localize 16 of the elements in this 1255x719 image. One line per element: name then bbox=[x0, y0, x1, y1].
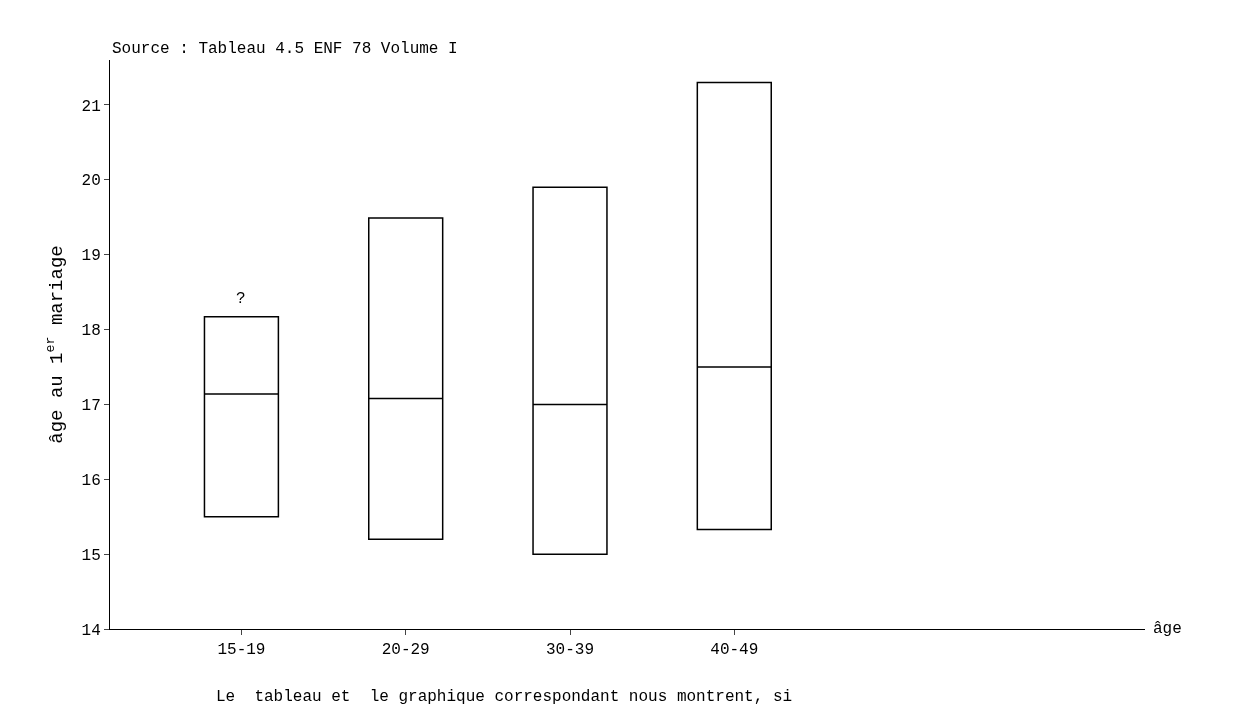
y-tick-label: 16 bbox=[81, 471, 101, 490]
x-tick-label: 20-29 bbox=[381, 641, 430, 660]
x-tick-label: 15-19 bbox=[217, 641, 266, 660]
text: Le tableau et le graphique correspondant nous montrent, si bbox=[216, 688, 793, 706]
y-tick-label: 18 bbox=[81, 322, 101, 341]
y-tick-label: 20 bbox=[81, 172, 101, 191]
y-tick-label: 14 bbox=[81, 621, 101, 640]
source-note: Source : Tableau 4.5 ENF 78 Volume I bbox=[112, 40, 458, 58]
y-tick-label: 21 bbox=[81, 97, 101, 116]
annotation: ? bbox=[236, 290, 246, 308]
y-tick-label: 15 bbox=[81, 546, 101, 565]
y-tick-label: 19 bbox=[81, 247, 101, 266]
x-tick-label: 30-39 bbox=[545, 641, 595, 660]
x-tick-label: 40-49 bbox=[710, 641, 759, 660]
text: âge bbox=[1153, 620, 1182, 638]
y-tick-label: 17 bbox=[81, 396, 101, 415]
